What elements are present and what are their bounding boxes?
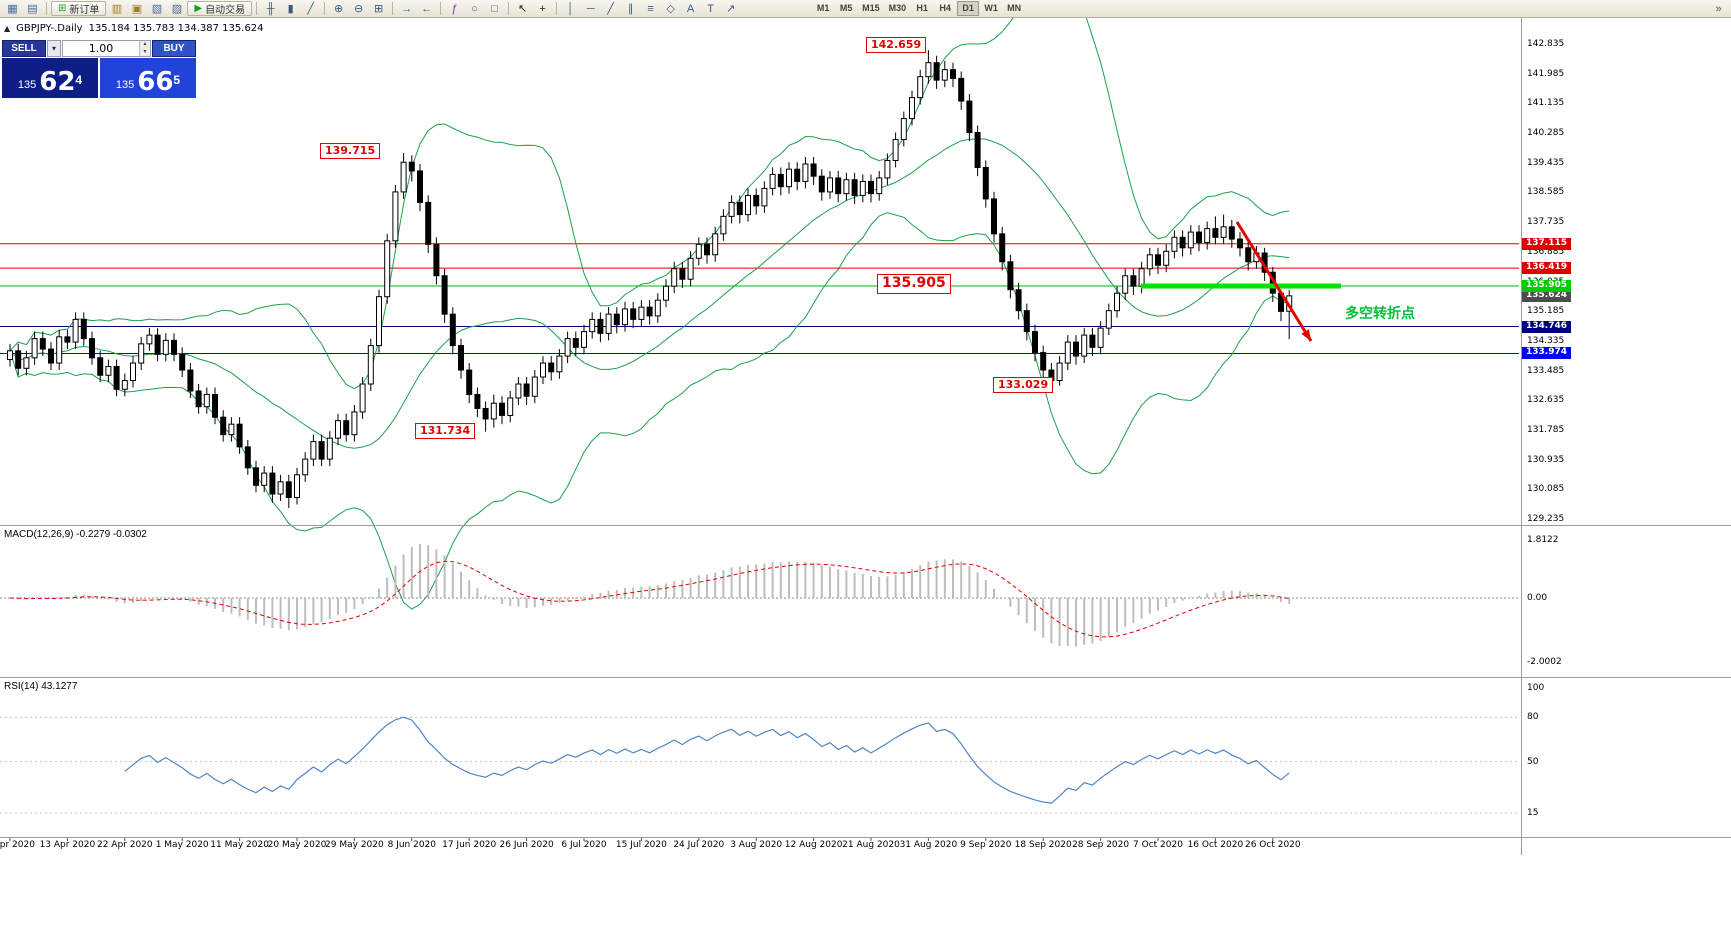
shapes-icon[interactable]: ◇: [666, 3, 675, 15]
chart-list-icon[interactable]: ▤: [27, 3, 38, 15]
fibonacci-icon[interactable]: ≡: [647, 2, 654, 15]
rsi-layer: [0, 716, 1519, 814]
buy-price-sup: 5: [173, 73, 181, 87]
timeframe-m1[interactable]: M1: [816, 3, 830, 13]
quote-bar: ▲ GBPJPY-.Daily 135.184 135.783 134.387 …: [4, 23, 264, 34]
vertical-line-icon[interactable]: │: [567, 2, 575, 15]
arrow-object-icon[interactable]: ↗: [725, 3, 736, 15]
timeframe-h1[interactable]: H1: [916, 3, 928, 13]
timeframe-d1[interactable]: D1: [957, 1, 980, 16]
sell-button[interactable]: SELL: [2, 40, 46, 57]
sell-price-main: 62: [39, 67, 76, 97]
volume-down-icon[interactable]: ▾: [140, 48, 150, 56]
bar-chart-icon[interactable]: ╫: [266, 2, 275, 15]
timeframe-m5[interactable]: M5: [839, 3, 853, 13]
panel-separator[interactable]: [0, 677, 1731, 678]
tile-windows-icon[interactable]: ⊞: [373, 3, 384, 15]
autoscroll-icon[interactable]: →: [401, 2, 413, 15]
toolbar-separator: [508, 2, 510, 15]
buy-price-prefix: 135: [115, 79, 135, 91]
new-order-button[interactable]: ⊞ 新订单: [51, 1, 107, 16]
new-order-button-label: 新订单: [69, 5, 100, 16]
autotrading-button-icon: ▶: [194, 3, 203, 14]
macd-layer: [0, 543, 1519, 647]
new-chart-icon[interactable]: ▦: [7, 3, 18, 15]
rsi-indicator-label: RSI(14) 43.1277: [4, 681, 78, 692]
chart-shift-icon[interactable]: ←: [421, 2, 433, 15]
toolbar-separator: [324, 2, 326, 15]
support-line-segment: [1141, 283, 1341, 289]
navigator-icon[interactable]: ▧: [151, 3, 163, 15]
cursor-icon[interactable]: ↖: [517, 3, 528, 15]
label-icon[interactable]: T: [707, 2, 714, 15]
sell-price-prefix: 135: [17, 79, 37, 91]
toolbar: ▦ ▤ ⊞ 新订单 ▥ ▣ ▧ ▨ ▶ 自动交易 ╫ ▮ ╱ ⊕ ⊖ ⊞ → ← ƒ ○ □ ↖ + │ ─ ╱ ∥ ≡ ◇ A T ↗ M1 M…: [0, 0, 1731, 18]
timeframe-m15[interactable]: M15: [862, 3, 880, 13]
new-order-button-icon: ⊞: [58, 3, 67, 14]
buy-price-button[interactable]: 135 66 5: [100, 58, 196, 98]
candlestick-icon[interactable]: ▮: [287, 3, 294, 15]
terminal-icon[interactable]: ▨: [171, 3, 183, 15]
timeframe-w1[interactable]: W1: [984, 3, 998, 13]
toolbar-overflow-icon[interactable]: »: [1715, 2, 1722, 15]
autotrading-button-label: 自动交易: [205, 5, 246, 16]
volume-field: ▴ ▾: [62, 40, 151, 57]
timeframe-mn[interactable]: MN: [1007, 3, 1022, 13]
symbol-period-label: GBPJPY-.Daily: [16, 23, 83, 34]
indicators-icon[interactable]: ƒ: [451, 2, 458, 15]
zoom-in-icon[interactable]: ⊕: [333, 3, 344, 15]
text-icon[interactable]: A: [686, 2, 695, 15]
crosshair-icon[interactable]: +: [539, 2, 546, 15]
symbol-icon: ▲: [4, 24, 11, 33]
toolbar-separator: [440, 2, 442, 15]
time-axis-line: [0, 837, 1731, 838]
toolbar-separator: [46, 2, 47, 15]
market-watch-icon[interactable]: ▥: [111, 3, 123, 15]
trendline-icon[interactable]: ╱: [607, 3, 614, 15]
toolbar-separator: [392, 2, 394, 15]
buy-button[interactable]: BUY: [152, 40, 196, 57]
horizontal-line-icon[interactable]: ─: [586, 2, 595, 15]
zoom-out-icon[interactable]: ⊖: [353, 3, 364, 15]
sell-price-sup: 4: [75, 73, 83, 87]
templates-icon[interactable]: □: [491, 2, 498, 15]
trend-arrow: [1235, 221, 1313, 342]
toolbar-separator: [556, 2, 558, 15]
sell-price-button[interactable]: 135 62 4: [2, 58, 98, 98]
channel-icon[interactable]: ∥: [627, 3, 634, 15]
candles-layer: [7, 50, 1293, 508]
volume-up-icon[interactable]: ▴: [140, 41, 150, 49]
data-window-icon[interactable]: ▣: [131, 3, 143, 15]
line-chart-icon[interactable]: ╱: [307, 3, 314, 15]
volume-input[interactable]: [63, 41, 139, 56]
timeframe-h4[interactable]: H4: [939, 3, 951, 13]
volume-dropdown-icon[interactable]: ▾: [47, 40, 61, 57]
buy-price-main: 66: [137, 67, 174, 97]
timeframe-m30[interactable]: M30: [888, 3, 907, 13]
panel-separator[interactable]: [0, 525, 1731, 526]
toolbar-separator: [256, 2, 258, 15]
periods-icon[interactable]: ○: [471, 2, 478, 15]
price-axis-divider: [1521, 18, 1522, 855]
autotrading-button[interactable]: ▶ 自动交易: [187, 1, 253, 16]
macd-indicator-label: MACD(12,26,9) -0.2279 -0.0302: [4, 529, 147, 540]
quote-ohlc: 135.184 135.783 134.387 135.624: [88, 23, 264, 34]
